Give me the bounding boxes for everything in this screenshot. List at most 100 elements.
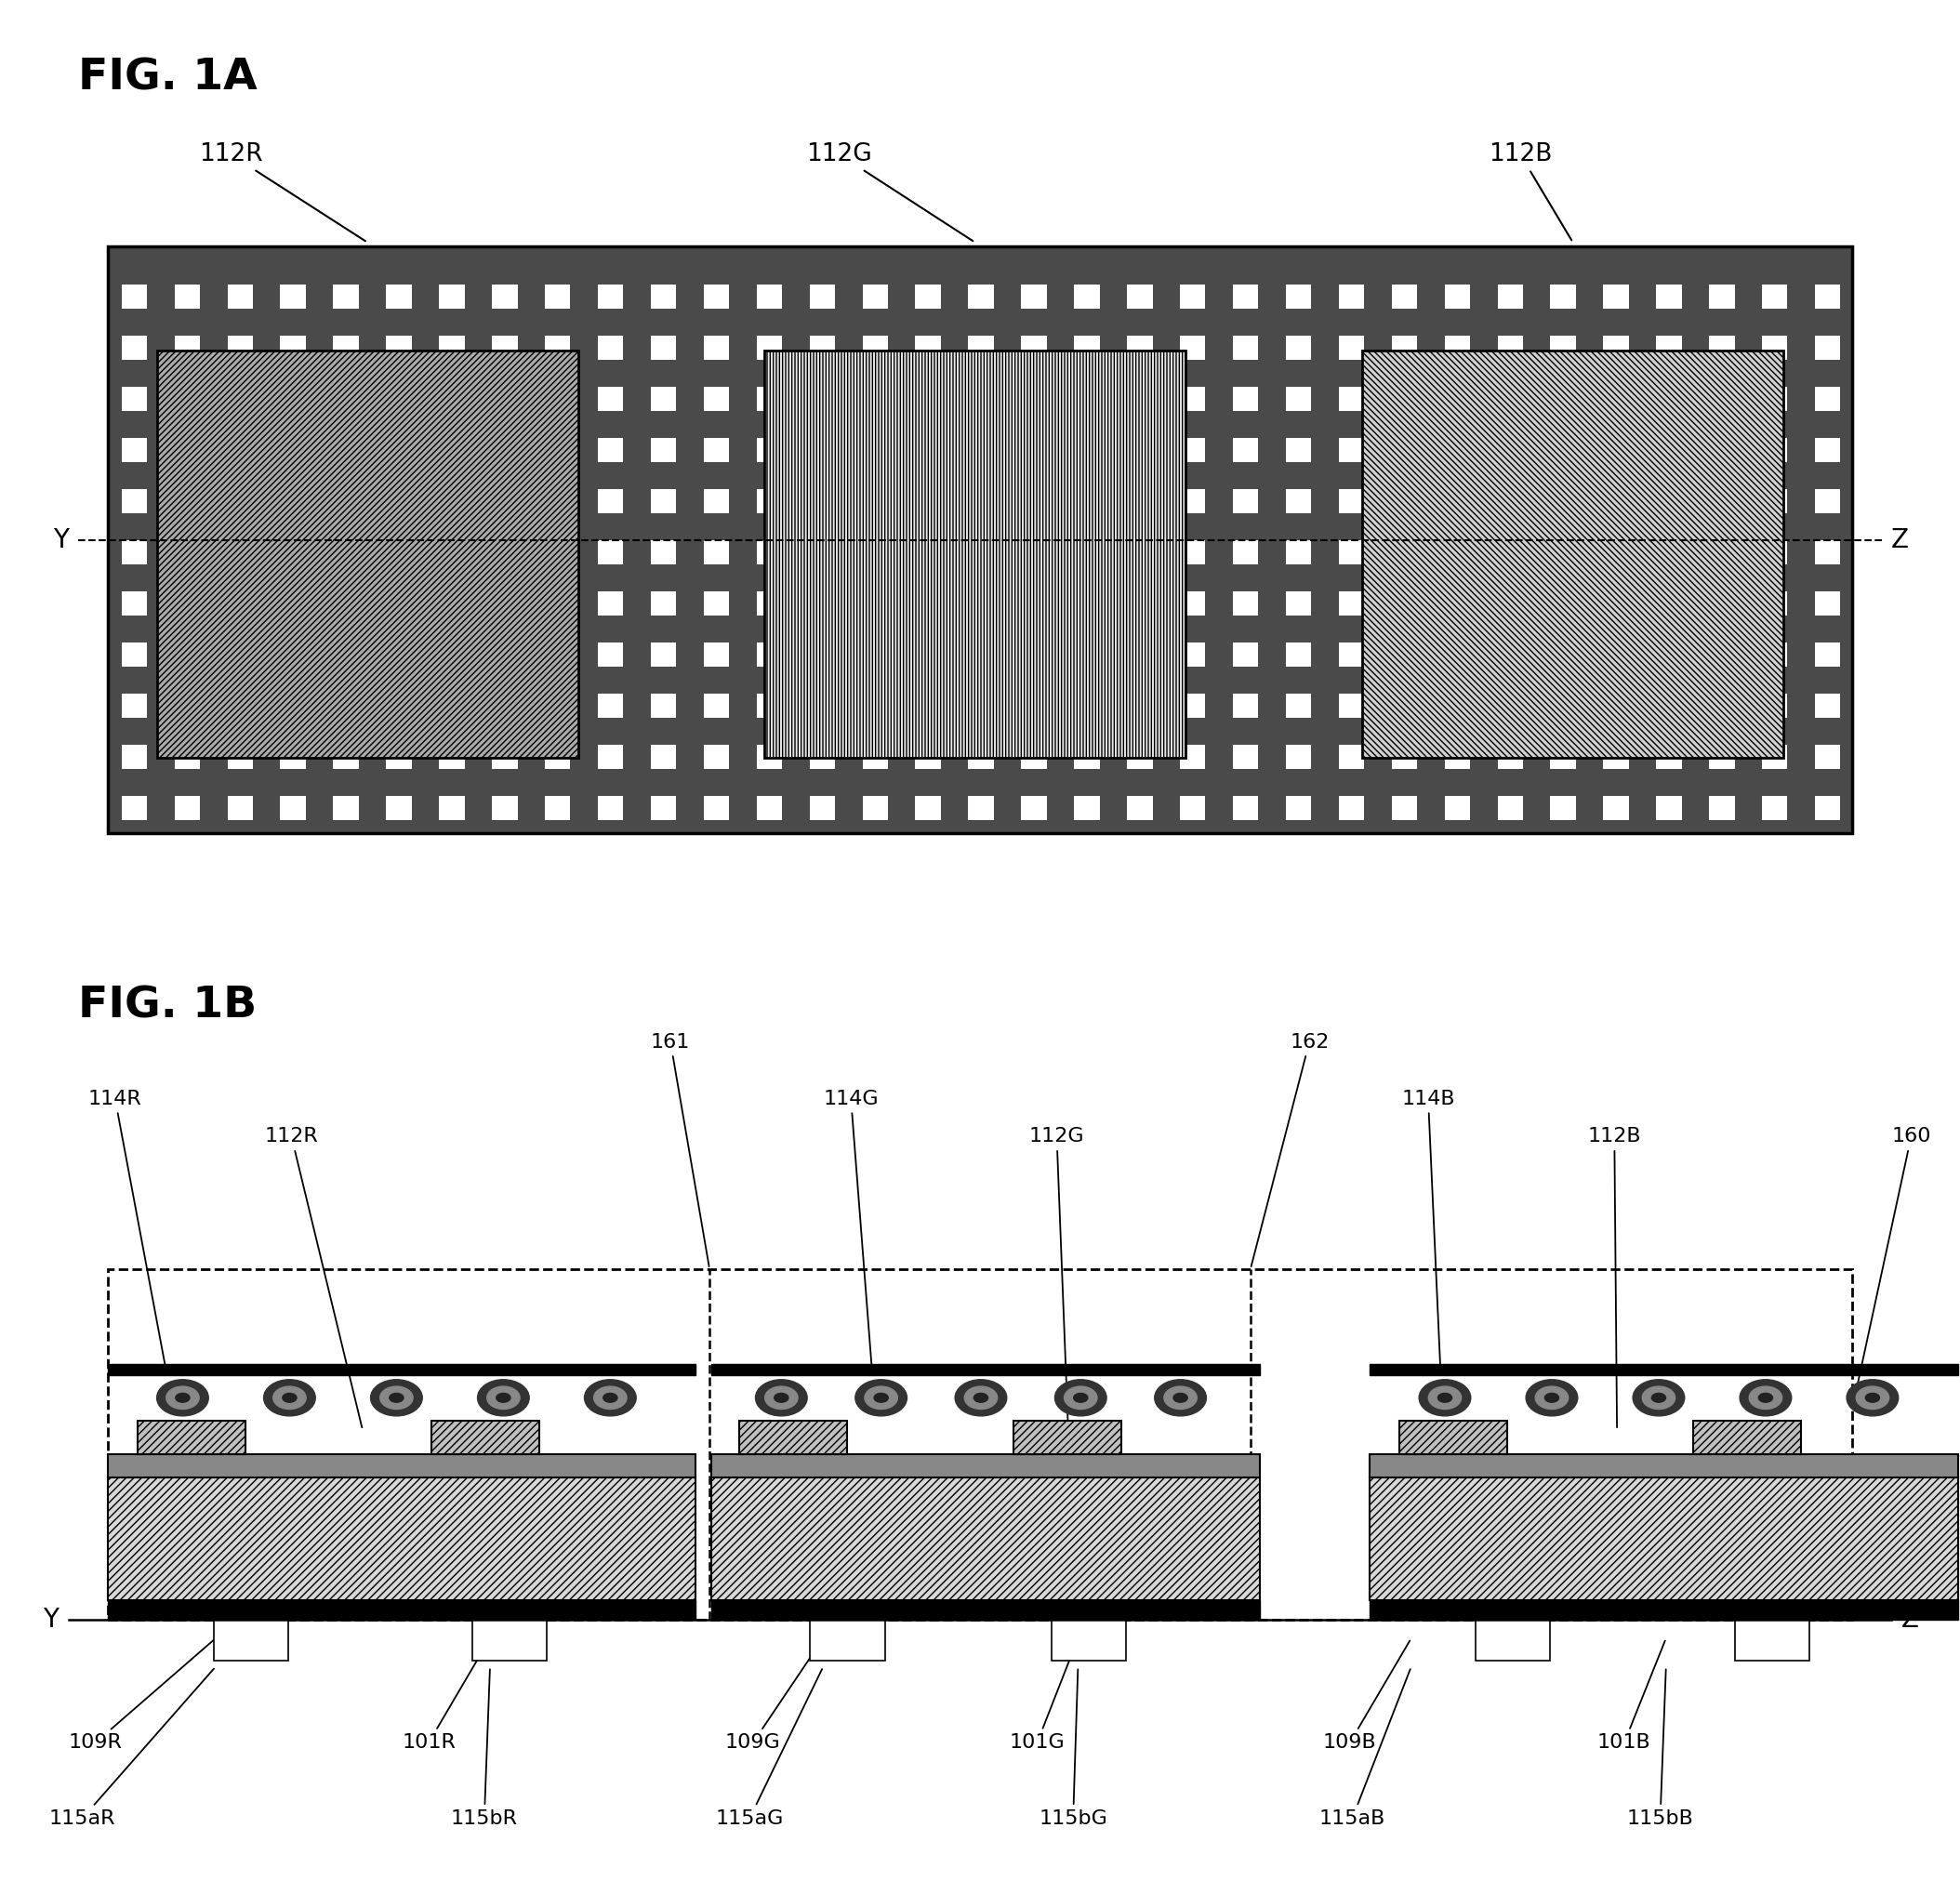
Bar — [492, 284, 517, 309]
Text: 101B: 101B — [1597, 1640, 1666, 1752]
Ellipse shape — [370, 1379, 421, 1417]
Bar — [651, 540, 676, 564]
Bar — [598, 795, 623, 820]
Bar — [1762, 489, 1788, 513]
Bar — [1815, 335, 1840, 360]
Text: 109R: 109R — [69, 1640, 214, 1752]
Bar — [739, 1420, 847, 1455]
Bar — [704, 335, 729, 360]
Bar — [915, 335, 941, 360]
Ellipse shape — [855, 1379, 907, 1417]
Bar — [1233, 540, 1258, 564]
Ellipse shape — [1633, 1379, 1684, 1417]
Bar — [968, 438, 994, 462]
Bar — [1021, 795, 1047, 820]
Bar — [333, 795, 359, 820]
Bar — [1815, 489, 1840, 513]
Bar — [431, 1420, 539, 1455]
Bar — [598, 489, 623, 513]
Bar — [862, 438, 888, 462]
Ellipse shape — [1054, 1379, 1107, 1417]
Bar — [1021, 591, 1047, 616]
Bar — [492, 795, 517, 820]
Bar — [108, 1600, 696, 1619]
Text: 114B: 114B — [1401, 1089, 1454, 1371]
Text: 115aG: 115aG — [715, 1669, 821, 1828]
Bar — [1339, 540, 1364, 564]
Bar — [757, 591, 782, 616]
Ellipse shape — [1740, 1379, 1791, 1417]
Bar — [598, 284, 623, 309]
Bar — [386, 795, 412, 820]
Bar — [280, 642, 306, 667]
Ellipse shape — [964, 1386, 998, 1409]
Bar — [598, 744, 623, 769]
Bar — [545, 438, 570, 462]
Bar — [1074, 284, 1100, 309]
Bar — [809, 386, 835, 411]
Bar — [757, 335, 782, 360]
Ellipse shape — [1748, 1386, 1782, 1409]
Bar — [1233, 795, 1258, 820]
Bar — [1370, 1455, 1958, 1477]
Bar — [968, 744, 994, 769]
Bar — [757, 642, 782, 667]
Bar — [1074, 744, 1100, 769]
Bar — [1233, 744, 1258, 769]
Bar — [651, 591, 676, 616]
Bar — [1127, 335, 1152, 360]
Text: 162: 162 — [1250, 1032, 1329, 1267]
Bar — [1762, 386, 1788, 411]
Bar — [1233, 438, 1258, 462]
Bar — [1392, 591, 1417, 616]
Text: Y: Y — [43, 1606, 59, 1633]
Bar — [492, 744, 517, 769]
Bar — [651, 795, 676, 820]
Bar — [598, 540, 623, 564]
Ellipse shape — [1419, 1379, 1470, 1417]
Bar — [1127, 591, 1152, 616]
Bar — [1074, 540, 1100, 564]
Bar — [122, 489, 147, 513]
Bar — [472, 1619, 547, 1661]
Bar — [915, 744, 941, 769]
Bar — [1053, 1619, 1127, 1661]
Bar — [1021, 489, 1047, 513]
Bar — [1339, 591, 1364, 616]
Bar — [1603, 386, 1629, 411]
Bar — [1233, 693, 1258, 718]
Text: 115aR: 115aR — [49, 1669, 214, 1828]
Bar — [545, 284, 570, 309]
Bar — [1339, 438, 1364, 462]
Bar — [862, 795, 888, 820]
Bar — [227, 540, 253, 564]
Bar — [651, 489, 676, 513]
Bar — [1127, 489, 1152, 513]
Bar — [1286, 744, 1311, 769]
Bar — [1339, 489, 1364, 513]
Bar — [1392, 489, 1417, 513]
Bar — [1762, 591, 1788, 616]
Bar — [545, 591, 570, 616]
Bar — [1445, 386, 1470, 411]
Bar — [122, 386, 147, 411]
Bar — [1550, 386, 1576, 411]
Bar — [704, 591, 729, 616]
Bar — [545, 335, 570, 360]
Bar — [386, 642, 412, 667]
Bar — [227, 284, 253, 309]
Bar — [280, 795, 306, 820]
Text: 109G: 109G — [725, 1640, 821, 1752]
Bar — [1180, 642, 1205, 667]
Bar — [1021, 386, 1047, 411]
Bar — [1445, 540, 1470, 564]
Bar — [174, 591, 200, 616]
Ellipse shape — [1544, 1394, 1558, 1402]
Bar — [598, 335, 623, 360]
Ellipse shape — [496, 1394, 510, 1402]
Bar — [545, 693, 570, 718]
Bar — [711, 1364, 1260, 1375]
Bar — [598, 642, 623, 667]
Bar — [1497, 642, 1523, 667]
Bar — [280, 438, 306, 462]
